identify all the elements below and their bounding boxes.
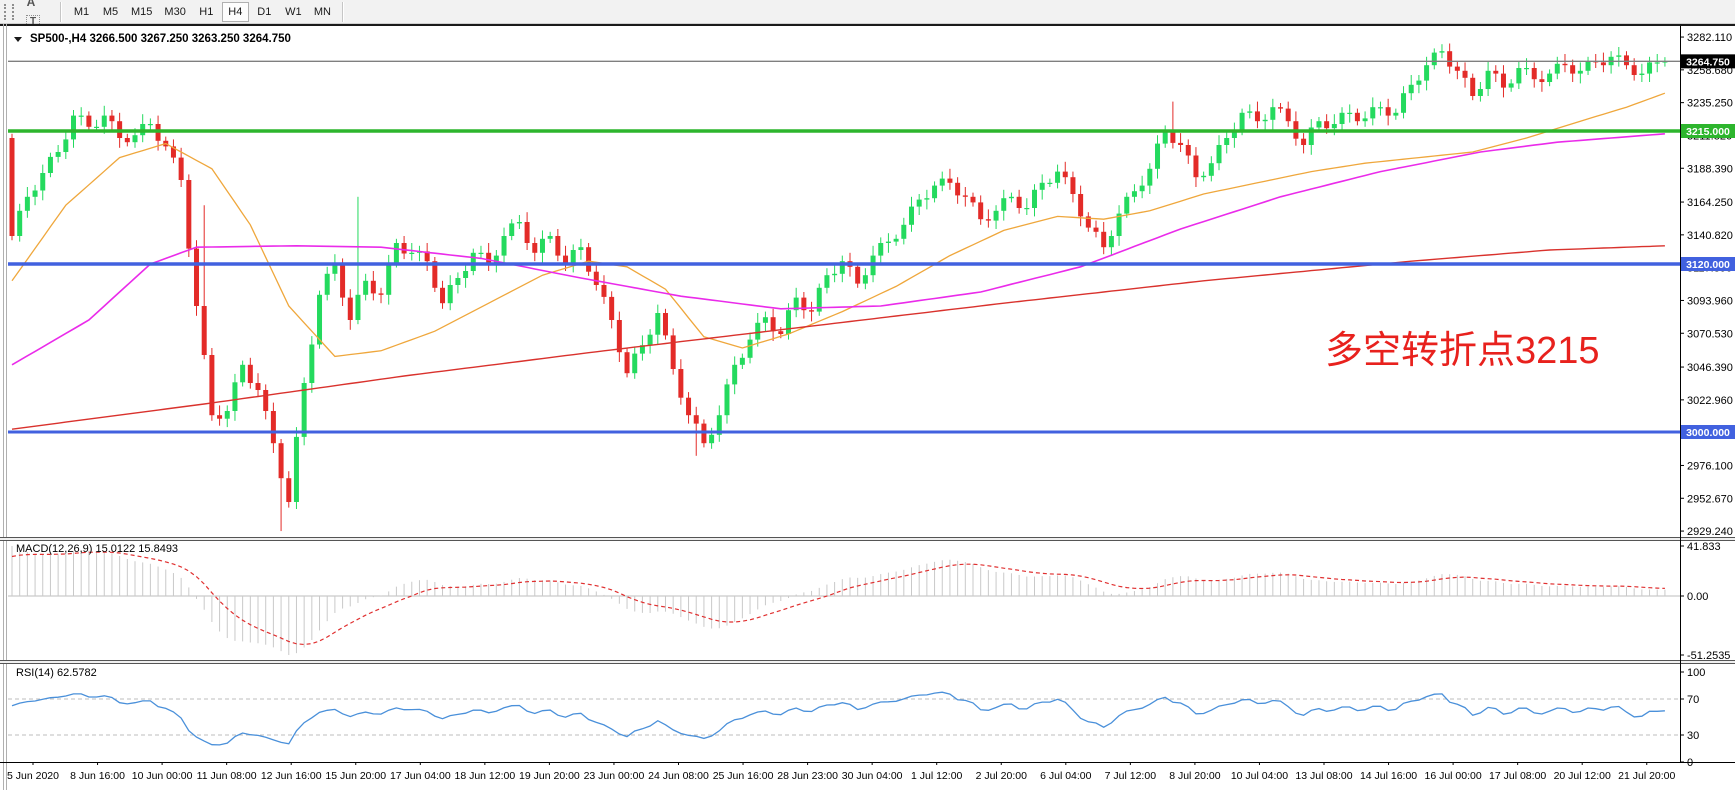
timeframe-button-h4[interactable]: H4 [221,1,249,22]
time-tick-label: 10 Jul 04:00 [1231,770,1288,782]
price-tick-label: 2952.670 [1687,493,1733,505]
price-badge-hline-green [1681,124,1735,138]
time-tick-label: 10 Jun 00:00 [132,770,193,782]
time-tick-label: 11 Jun 08:00 [197,770,257,782]
panel-splitter-main-macd[interactable] [0,537,1735,541]
price-tick-label: 3022.960 [1687,395,1733,407]
price-badge-label: 3264.750 [1686,56,1730,68]
time-tick-label: 14 Jul 16:00 [1360,770,1417,782]
macd-axis-label: 41.833 [1687,541,1721,553]
price-axis[interactable]: 3282.1103258.6803235.2503211.8203188.390… [1680,26,1735,769]
time-tick-label: 25 Jun 16:00 [713,770,774,782]
rsi-line [11,691,1665,746]
time-tick-label: 28 Jun 23:00 [777,770,838,782]
macd-label: MACD(12,26,9) 15.0122 15.8493 [16,543,178,555]
time-tick-label: 8 Jul 20:00 [1169,770,1221,782]
rsi-axis-label: 100 [1687,667,1705,679]
price-tick-label: 2976.100 [1687,460,1733,472]
rsi-panel[interactable] [8,691,1680,746]
time-tick-label: 16 Jul 00:00 [1424,770,1481,782]
time-axis[interactable]: 5 Jun 2020 8 Jun 16:00 10 Jun 00:00 11 Jun … [0,762,1735,782]
time-tick-label: 8 Jun 16:00 [70,770,125,782]
price-badge-hline-blue-1 [1681,257,1735,272]
macd-axis-label: -51.2535 [1687,650,1730,662]
timeframe-button-m15[interactable]: M15 [126,2,157,22]
toolbar-separator [60,1,63,22]
price-badge-hline-blue-2 [1681,425,1735,440]
timeframe-button-mn[interactable]: MN [309,2,336,22]
time-tick-label: 23 Jun 00:00 [584,770,645,782]
time-tick-label: 19 Jun 20:00 [519,770,580,782]
rsi-axis-label: 30 [1687,730,1699,742]
chart-background [0,24,1735,790]
time-tick-label: 7 Jul 12:00 [1105,770,1157,782]
toolbar-drag-handle[interactable] [4,3,14,20]
price-tick-label: 3070.530 [1687,328,1733,340]
text-label-icon: A [26,0,36,9]
time-tick-label: 12 Jun 16:00 [261,770,322,782]
time-tick-label: 17 Jun 04:00 [390,770,451,782]
ma-fast-orange [11,92,1666,358]
price-badge-label: 3000.000 [1686,427,1730,439]
macd-signal-line [11,551,1665,646]
time-tick-label: 18 Jun 12:00 [454,770,515,782]
rsi-axis-label: 70 [1687,694,1699,706]
timeframe-button-d1[interactable]: D1 [251,2,278,22]
collapse-triangle-icon[interactable] [14,37,22,42]
time-tick-label: 6 Jul 04:00 [1040,770,1092,782]
time-tick-label: 5 Jun 2020 [7,770,59,782]
symbol-ohlc-title: SP500-,H4 3266.500 3267.250 3263.250 326… [30,33,291,45]
time-tick-label: 20 Jul 12:00 [1554,770,1611,782]
rsi-label: RSI(14) 62.5782 [16,667,97,679]
main-chart-plot[interactable] [9,43,1668,532]
timeframe-button-m30[interactable]: M30 [159,2,190,22]
price-badge-label: 3120.000 [1686,259,1730,271]
price-tick-label: 3140.820 [1687,230,1733,242]
price-tick-label: 3164.250 [1687,197,1733,209]
panel-splitter-macd-rsi[interactable] [0,660,1735,664]
chart-window[interactable]: SP500-,H4 3266.500 3267.250 3263.250 326… [0,24,1735,790]
chinese-annotation: 多空转折点3215 [1325,330,1600,372]
time-tick-label: 24 Jun 08:00 [648,770,709,782]
timeframe-button-h1[interactable]: H1 [193,2,220,22]
time-tick-label: 30 Jun 04:00 [842,770,903,782]
macd-axis-label: 0.00 [1687,591,1708,603]
price-tick-label: 3282.110 [1687,32,1732,44]
time-tick-label: 2 Jul 20:00 [976,770,1028,782]
text-label-tool-button[interactable]: A [19,0,43,12]
price-tick-label: 3046.390 [1687,362,1733,374]
time-tick-label: 1 Jul 12:00 [911,770,963,782]
macd-panel[interactable] [8,546,1680,655]
price-badge-label: 3215.000 [1686,126,1730,138]
price-tick-label: 3188.390 [1687,163,1733,175]
toolbar-separator [341,1,344,22]
chart-top-border [0,24,1735,26]
timeframe-button-m1[interactable]: M1 [68,2,95,22]
price-badge-current-price [1681,54,1735,69]
ma-medium-magenta [11,133,1665,366]
time-tick-label: 17 Jul 08:00 [1489,770,1546,782]
price-tick-label: 3235.250 [1687,98,1733,110]
timeframe-button-m5[interactable]: M5 [97,2,124,22]
time-tick-label: 15 Jun 20:00 [325,770,386,782]
time-tick-label: 21 Jul 20:00 [1618,770,1675,782]
candles-layer [9,43,1668,532]
price-tick-label: 3093.960 [1687,295,1733,307]
price-tick-label: 2929.240 [1687,526,1733,538]
timeframe-button-w1[interactable]: W1 [280,2,307,22]
time-tick-label: 13 Jul 08:00 [1295,770,1352,782]
